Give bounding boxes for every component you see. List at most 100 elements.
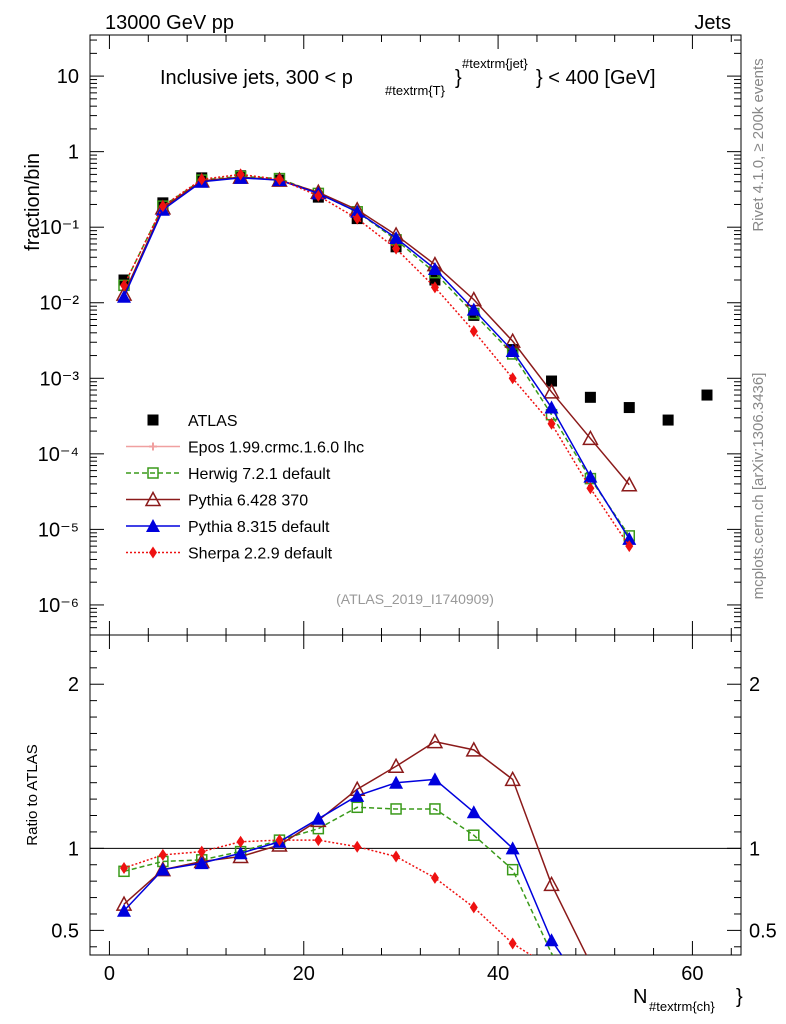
ratio-y-tick-label: 0.5 — [51, 920, 79, 942]
ratio-point-sherpa-2-2-9-default — [158, 848, 167, 861]
analysis-watermark: (ATLAS_2019_I1740909) — [336, 591, 494, 607]
ratio-point-sherpa-2-2-9-default — [236, 835, 245, 848]
ratio-point-herwig-7-2-1-default — [312, 822, 325, 835]
ratio-y-axis-title: Ratio to ATLAS — [24, 744, 41, 845]
main-point-pythia-8-315-default — [505, 343, 520, 357]
main-point-atlas — [584, 391, 596, 403]
ratio-point-pythia-8-315-default — [311, 811, 326, 825]
side-mcplots-label: mcplots.cern.ch [arXiv:1306.3436] — [750, 373, 767, 600]
legend-label-herwig-7-2-1-default: Herwig 7.2.1 default — [188, 466, 331, 483]
main-point-sherpa-2-2-9-default — [508, 372, 517, 385]
main-point-sherpa-2-2-9-default — [236, 168, 245, 181]
ratio-point-pythia-8-315-default — [350, 788, 365, 802]
ratio-point-herwig-7-2-1-default — [429, 803, 441, 815]
ratio-point-pythia-8-315-default — [466, 805, 481, 819]
ratio-point-pythia-8-315-default — [427, 772, 442, 786]
main-point-sherpa-2-2-9-default — [392, 242, 401, 255]
ratio-point-pythia-8-315-default — [194, 856, 209, 870]
ratio-point-pythia-8-315-default — [544, 933, 559, 947]
ratio-y-tick-label: 1 — [68, 838, 79, 860]
ratio-point-sherpa-2-2-9-default — [353, 840, 362, 853]
ratio-point-herwig-7-2-1-default — [506, 863, 519, 876]
ratio-panel-frame — [89, 634, 742, 956]
x-axis-title-sub: #textrm{ch} — [649, 999, 715, 1014]
x-tick-label: 60 — [681, 963, 703, 985]
main-y-tick-label: 1 — [68, 142, 79, 164]
ratio-point-pythia-8-315-default — [505, 841, 520, 855]
x-tick-label: 0 — [104, 963, 115, 985]
ratio-y-tick-label-right: 1 — [749, 838, 760, 860]
ratio-point-sherpa-2-2-9-default — [275, 834, 284, 847]
plot-title-main: Inclusive jets, 300 < p — [160, 67, 353, 89]
main-point-pythia-6-428-370 — [543, 383, 560, 399]
legend-label-sherpa-2-2-9-default: Sherpa 2.2.9 default — [188, 546, 333, 563]
x-axis-title: N #textrm{ch} } — [633, 986, 743, 1014]
x-axis-title-brace: } — [736, 986, 743, 1008]
plot-title: Inclusive jets, 300 < p #textrm{T} } #te… — [160, 56, 656, 98]
main-point-atlas — [701, 389, 713, 401]
ratio-y-ticks: 0.5 0.5 1 1 2 2 — [51, 650, 777, 948]
ratio-point-pythia-8-315-default — [389, 775, 404, 789]
main-y-tick-label: 10⁻⁵ — [38, 519, 79, 541]
ratio-point-sherpa-2-2-9-default — [314, 834, 323, 847]
main-y-tick-label: 10⁻⁶ — [38, 595, 79, 617]
main-y-ticks: 10 1 10⁻¹ 10⁻² 10⁻³ 10⁻⁴ 10⁻⁵ 10⁻⁶ — [38, 39, 741, 636]
main-y-tick-label: 10 — [57, 66, 79, 88]
main-point-sherpa-2-2-9-default — [353, 212, 362, 225]
main-point-sherpa-2-2-9-default — [625, 540, 634, 553]
main-point-sherpa-2-2-9-default — [120, 279, 129, 292]
ratio-point-sherpa-2-2-9-default — [392, 850, 401, 863]
legend-label-pythia-6-428-370: Pythia 6.428 370 — [188, 493, 308, 510]
main-point-sherpa-2-2-9-default — [197, 173, 206, 186]
ratio-point-herwig-7-2-1-default — [390, 803, 402, 815]
legend-marker-herwig-7-2-1-default — [147, 467, 159, 479]
ratio-point-pythia-8-315-default — [233, 846, 248, 860]
main-line-herwig-7-2-1-default — [123, 175, 630, 537]
main-point-pythia-6-428-370 — [621, 476, 638, 492]
plot-title-tail: } < 400 [GeV] — [536, 67, 656, 89]
ratio-point-pythia-8-315-default — [117, 903, 132, 917]
main-series-group — [115, 168, 713, 553]
ratio-line-pythia-6-428-370 — [123, 740, 588, 955]
main-point-sherpa-2-2-9-default — [469, 325, 478, 338]
legend-marker-sherpa-2-2-9-default — [149, 546, 157, 559]
ratio-point-pythia-6-428-370 — [465, 741, 483, 757]
main-y-axis-title: fraction/bin — [22, 153, 44, 251]
main-y-tick-label: 10⁻³ — [40, 368, 80, 390]
main-point-pythia-8-315-default — [117, 289, 132, 303]
main-point-pythia-8-315-default — [583, 469, 598, 483]
main-line-pythia-8-315-default — [123, 177, 630, 540]
main-point-sherpa-2-2-9-default — [314, 189, 323, 202]
main-point-pythia-8-315-default — [622, 531, 637, 545]
main-point-atlas — [662, 414, 674, 426]
legend-marker-pythia-6-428-370 — [144, 490, 162, 507]
legend-label-atlas: ATLAS — [188, 413, 238, 430]
main-point-pythia-8-315-default — [350, 204, 365, 218]
main-y-tick-label: 10⁻⁴ — [38, 444, 79, 466]
process-label: Jets — [694, 12, 731, 34]
x-axis-ticks: 0 20 40 60 — [104, 35, 732, 985]
main-y-tick-label: 10⁻² — [40, 293, 80, 315]
ratio-point-pythia-6-428-370 — [426, 733, 444, 749]
plot-title-sub: #textrm{T} — [385, 83, 446, 98]
legend-marker-epos-1-99-crmc-1-6-0-lhc — [149, 442, 157, 451]
main-point-pythia-8-315-default — [427, 261, 442, 275]
ratio-point-sherpa-2-2-9-default — [197, 845, 206, 858]
main-point-pythia-6-428-370 — [582, 429, 599, 446]
plot-title-sup: #textrm{jet} — [462, 56, 528, 71]
main-point-pythia-8-315-default — [466, 302, 481, 316]
main-point-sherpa-2-2-9-default — [547, 417, 556, 430]
main-point-sherpa-2-2-9-default — [275, 173, 284, 186]
energy-label: 13000 GeV pp — [105, 12, 234, 34]
x-tick-label: 40 — [487, 963, 509, 985]
ratio-line-sherpa-2-2-9-default — [123, 839, 533, 955]
plot-title-brace: } — [455, 67, 462, 89]
ratio-point-herwig-7-2-1-default — [351, 801, 363, 814]
ratio-point-pythia-6-428-370 — [387, 757, 405, 774]
ratio-y-tick-label: 2 — [68, 674, 79, 696]
ratio-series-group — [115, 733, 588, 955]
ratio-point-sherpa-2-2-9-default — [469, 901, 478, 914]
legend-label-epos-1-99-crmc-1-6-0-lhc: Epos 1.99.crmc.1.6.0 lhc — [188, 440, 364, 457]
main-point-sherpa-2-2-9-default — [158, 200, 167, 213]
